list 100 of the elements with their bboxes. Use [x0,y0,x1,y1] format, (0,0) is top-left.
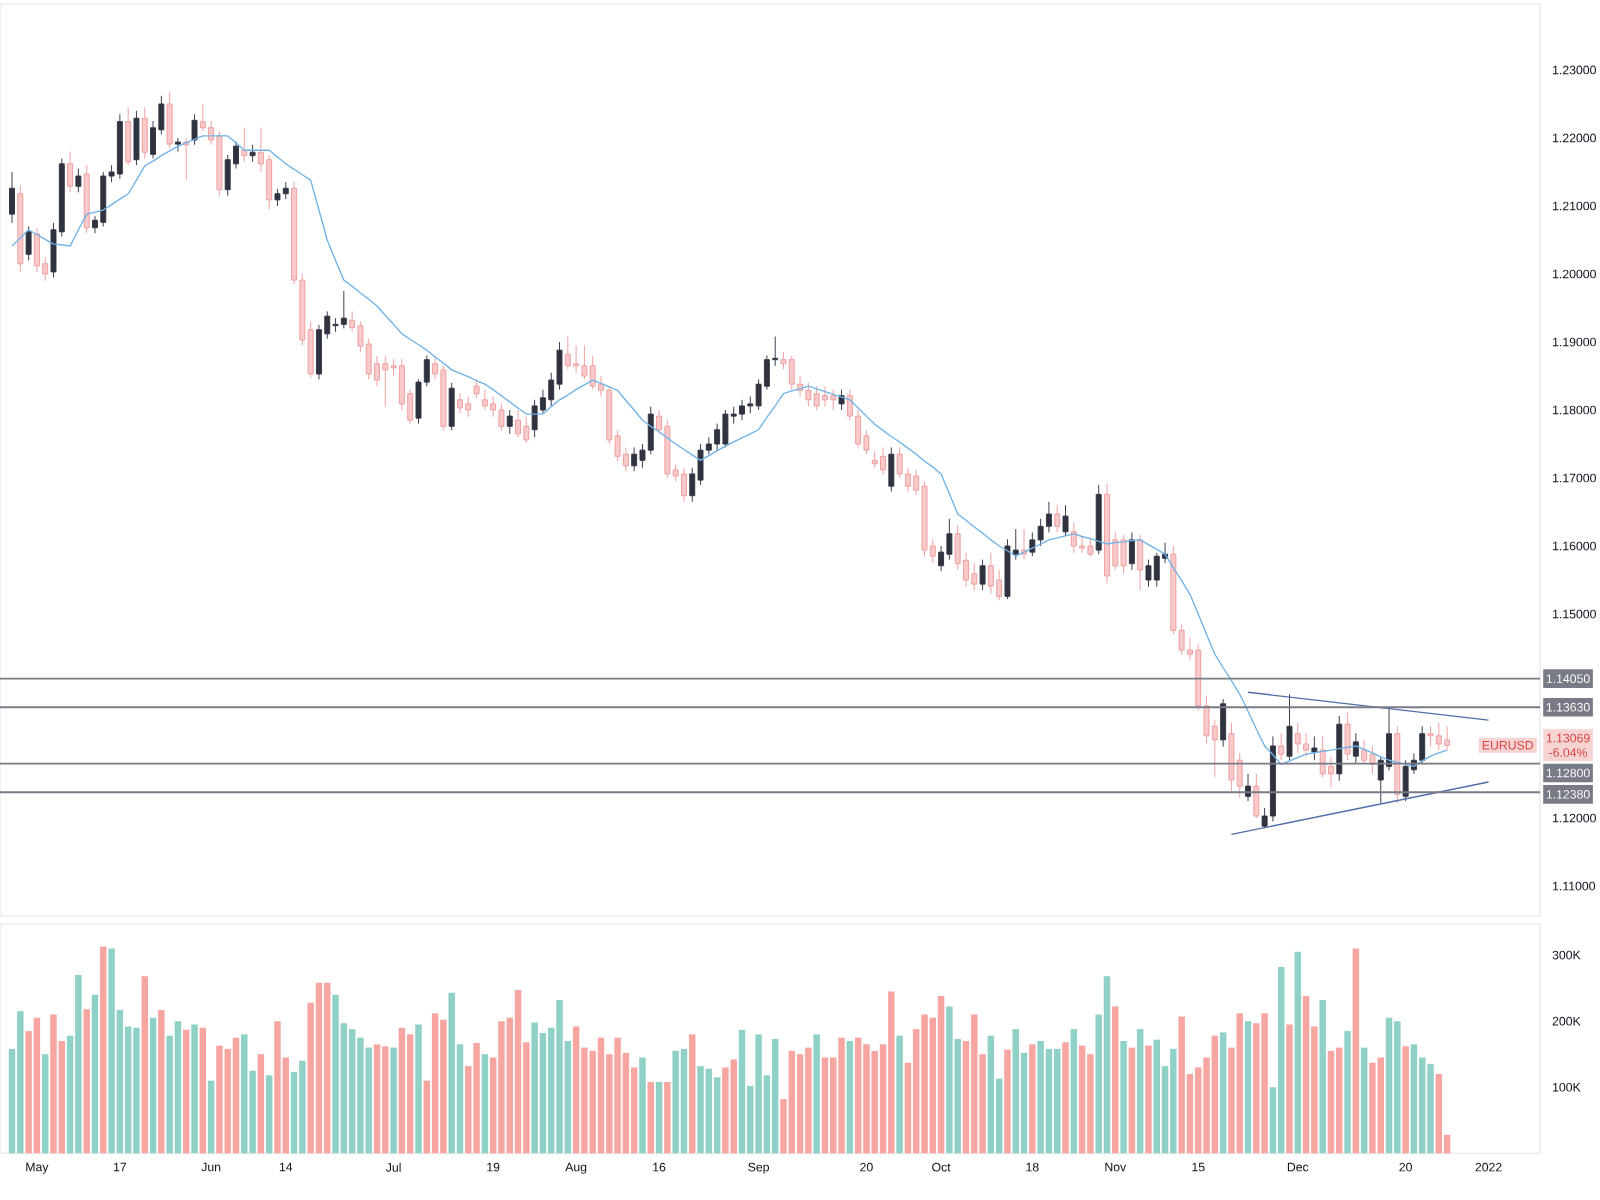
candlestick [481,389,488,411]
bar [133,1027,140,1154]
bar [639,1057,646,1154]
candlestick [573,344,580,374]
bar [738,1029,746,1154]
candlestick [871,450,878,469]
bar [1385,1017,1393,1154]
bar [1153,1039,1161,1154]
bar [183,1029,190,1154]
bar [406,1034,414,1154]
bar [174,1021,182,1154]
bar [448,992,455,1154]
bar [1344,1031,1351,1154]
bar [1170,1048,1177,1154]
candlestick [1128,531,1135,571]
candlestick [83,164,90,234]
candlestick [888,446,895,493]
candlestick [282,181,289,200]
bar [1277,966,1285,1154]
bar [680,1048,688,1154]
bar [1294,951,1302,1154]
bar [1012,1029,1019,1154]
bar [149,1017,157,1154]
candlestick [946,518,953,561]
bar [1029,1044,1036,1154]
bar [191,1024,198,1154]
bar [722,1067,729,1154]
bar [863,1044,870,1154]
bar [846,1040,854,1154]
candlestick [531,399,538,438]
candlestick [515,409,521,438]
candlestick [1220,698,1227,748]
bar [207,1080,215,1154]
candlestick [382,355,389,408]
bar [382,1046,389,1154]
candlestick [822,385,828,408]
bar [33,1017,41,1154]
bar [1087,1054,1094,1154]
bar [664,1081,671,1154]
candlestick [1120,534,1127,574]
bar [987,1035,995,1154]
bar [689,1034,696,1154]
bar [813,1034,820,1154]
candlestick [33,227,40,273]
bar [1045,1048,1053,1154]
bar [141,976,148,1154]
bar [556,1000,563,1154]
candlestick [125,106,132,166]
bar [1394,1021,1401,1154]
candlestick [1269,735,1276,822]
bar [1261,1013,1268,1154]
bar [390,1047,397,1154]
bar [50,1014,57,1154]
bar [713,1077,721,1154]
bar [299,1060,306,1154]
candlestick [1328,756,1334,788]
bar [158,1009,165,1154]
bar [697,1066,704,1154]
bar [1336,1047,1343,1154]
bar [17,1011,24,1154]
bar [332,994,339,1154]
bar [41,1054,49,1154]
bar [937,996,945,1154]
bar [838,1037,845,1154]
bar [1112,1006,1119,1154]
bar [75,974,82,1154]
bar [730,1059,737,1154]
bar [1219,1032,1227,1154]
candlestick [680,467,687,503]
candlestick [1336,715,1343,782]
bar [597,1037,605,1154]
candlestick [1153,552,1160,588]
bar [315,982,323,1154]
bar [871,1050,878,1154]
bar [1435,1074,1443,1154]
candlestick [1303,732,1310,758]
bar [473,1042,480,1154]
candlestick [1145,559,1152,588]
bar [348,1029,356,1154]
candlestick [1228,722,1235,792]
bar [431,1013,439,1154]
bar [647,1081,654,1154]
bar [1302,996,1310,1154]
candlestick [1070,521,1077,554]
bar [1062,1042,1069,1154]
bar [514,990,522,1154]
candlestick [465,395,472,418]
bar [572,1026,580,1154]
bar [888,991,895,1154]
bar [83,1009,90,1154]
bar [1136,1029,1144,1154]
bar [821,1057,829,1154]
bar [357,1037,364,1154]
candlestick [880,446,886,476]
bar [498,1021,505,1154]
bar [672,1050,679,1154]
bar [265,1075,273,1154]
bar [614,1037,621,1154]
bar [1145,1045,1152,1154]
candlestick [564,336,571,370]
